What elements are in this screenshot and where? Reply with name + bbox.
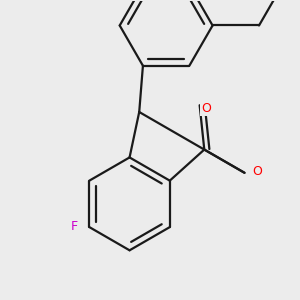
Text: F: F (71, 220, 78, 233)
Text: O: O (253, 165, 262, 178)
Text: O: O (201, 101, 211, 115)
